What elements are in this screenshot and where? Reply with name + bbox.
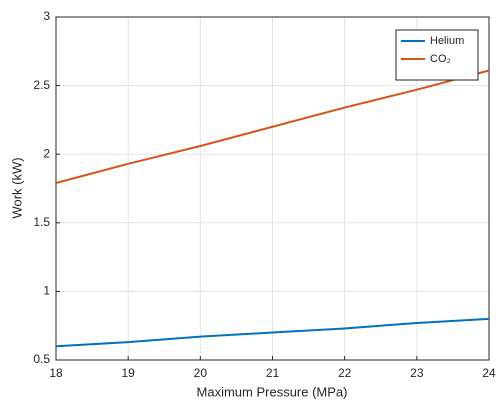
legend-box <box>395 29 479 81</box>
data-line <box>55 69 490 184</box>
y-tick-label: 2 <box>43 146 50 160</box>
x-axis-label: Maximum Pressure (MPa) <box>197 384 348 399</box>
y-tick-label: 0.5 <box>33 352 50 366</box>
data-line <box>55 317 490 348</box>
x-tick-label: 20 <box>194 366 208 380</box>
x-tick-label: 24 <box>482 366 496 380</box>
y-tick-label: 1.5 <box>33 215 50 229</box>
x-tick-label: 18 <box>49 366 63 380</box>
y-tick-label: 2.5 <box>33 78 50 92</box>
x-tick-label: 21 <box>266 366 280 380</box>
x-tick-label: 19 <box>121 366 135 380</box>
y-axis-label: Work (kW) <box>9 157 24 218</box>
legend-label: CO₂ <box>430 53 451 65</box>
y-tick-label: 1 <box>43 284 50 298</box>
x-tick-label: 22 <box>338 366 352 380</box>
legend-label: Helium <box>430 35 464 47</box>
y-tick-label: 3 <box>43 9 50 23</box>
x-tick-label: 23 <box>410 366 424 380</box>
axes-box <box>55 16 490 361</box>
